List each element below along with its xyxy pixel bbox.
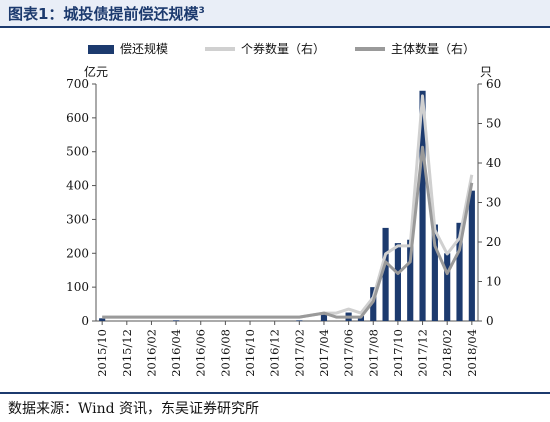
right-tick-label: 10: [486, 275, 501, 289]
x-tick-label: 2017/06: [342, 329, 356, 377]
x-tick-label: 2015/10: [95, 329, 109, 377]
right-tick-label: 30: [486, 196, 501, 210]
left-tick-label: 200: [66, 246, 89, 260]
left-tick-label: 100: [66, 280, 89, 294]
x-tick-label: 2018/02: [440, 329, 454, 377]
x-tick-label: 2015/12: [120, 329, 134, 377]
bar-2017/04: [320, 314, 328, 321]
left-tick-label: 500: [66, 145, 89, 159]
left-axis-unit: 亿元: [84, 65, 109, 79]
source-note: 数据来源：Wind 资讯，东吴证券研究所: [8, 401, 260, 417]
bar-2015/10: [99, 318, 106, 321]
right-axis-unit: 只: [480, 65, 493, 79]
title-footnote-mark: 3: [198, 6, 205, 16]
line-series-issuer-count: [102, 145, 474, 319]
bar-2018/03: [456, 222, 463, 321]
bar-2017/12: [419, 90, 426, 322]
bar-2017/08: [370, 287, 377, 321]
legend-label-bond-count: 个券数量（右）: [241, 42, 326, 56]
x-tick-label: 2016/02: [144, 329, 158, 377]
title-bar: 图表1：城投债提前偿还规模3: [0, 0, 550, 28]
x-tick-label: 2017/08: [366, 329, 380, 377]
bar-2017/09: [382, 227, 389, 321]
x-tick-label: 2016/10: [243, 329, 257, 377]
left-tick-label: 400: [66, 179, 89, 193]
legend-swatch-light-line: [205, 47, 235, 51]
bar-2018/02: [444, 253, 451, 321]
chart-title-text: 图表1：城投债提前偿还规模: [8, 5, 199, 23]
chart-title: 图表1：城投债提前偿还规模3: [8, 3, 205, 24]
x-tick-label: 2017/10: [391, 329, 405, 377]
right-tick-label: 0: [486, 314, 494, 328]
legend-label-repayment: 偿还规模: [120, 42, 169, 56]
x-tick-label: 2017/04: [317, 329, 331, 377]
bar-2018/04: [468, 190, 475, 321]
x-tick-label: 2016/12: [268, 329, 282, 377]
legend-label-issuer-count: 主体数量（右）: [391, 42, 476, 56]
chart-plot: 0 100 200 300 400 500 600 700 0 10 20 30 40 50 60 2015/…: [66, 77, 501, 377]
x-tick-label: 2017/02: [292, 329, 306, 377]
legend-swatch-bar: [88, 45, 114, 54]
bar-2017/02: [296, 320, 303, 322]
footer: 数据来源：Wind 资讯，东吴证券研究所: [0, 392, 550, 422]
left-tick-label: 700: [66, 77, 89, 91]
legend-swatch-dark-line: [355, 47, 385, 51]
x-tick-label: 2016/04: [169, 329, 183, 377]
right-tick-label: 50: [486, 117, 501, 131]
right-tick-label: 40: [486, 156, 501, 170]
bar-2018/01: [431, 224, 438, 321]
x-tick-label: 2017/12: [416, 329, 430, 377]
bar-2017/11: [407, 239, 414, 321]
x-tick-label: 2018/04: [465, 329, 479, 377]
x-tick-label: 2016/06: [194, 329, 208, 377]
bar-2016/04: [173, 320, 180, 322]
left-tick-label: 0: [81, 314, 89, 328]
x-tick-label: 2016/08: [218, 329, 232, 377]
left-tick-label: 300: [66, 212, 89, 226]
chart-legend: 偿还规模 个券数量（右） 主体数量（右）: [0, 40, 550, 58]
bar-2017/10: [394, 243, 401, 321]
left-tick-label: 600: [66, 111, 89, 125]
right-tick-label: 60: [486, 77, 501, 91]
right-tick-label: 20: [486, 235, 501, 249]
